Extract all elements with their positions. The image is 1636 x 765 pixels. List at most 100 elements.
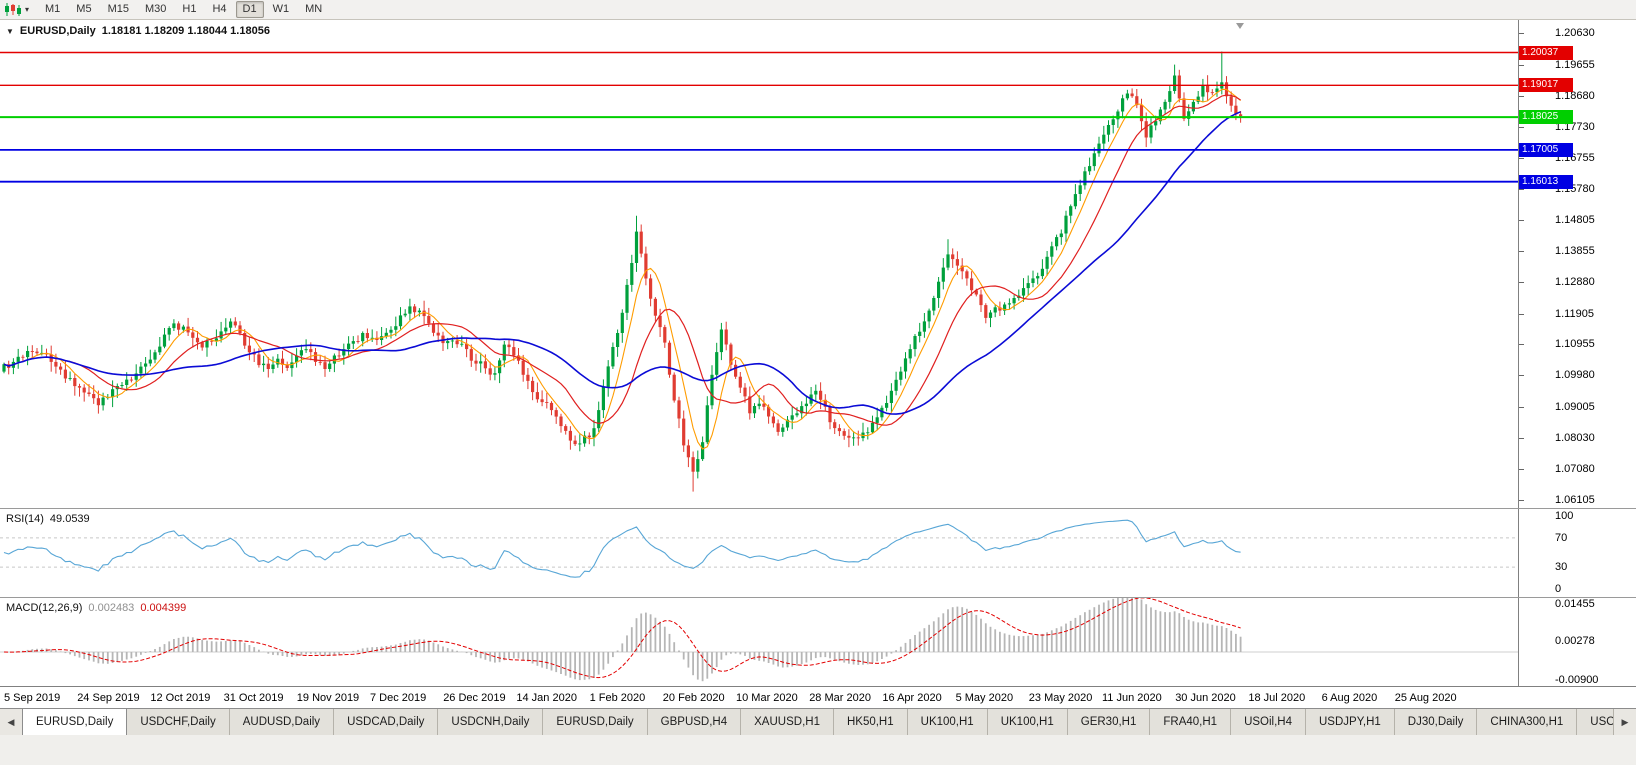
price-axis-tick: [1519, 314, 1524, 315]
price-axis-tick: [1519, 500, 1524, 501]
ma-mid-line: [3, 94, 1241, 426]
symbol-tab-uk100-h1[interactable]: UK100,H1: [987, 709, 1068, 735]
price-axis-label: 1.11905: [1555, 308, 1594, 320]
macd-signal-line: [3, 597, 1241, 679]
symbol-tab-usdcnh-daily[interactable]: USDCNH,Daily: [438, 709, 544, 735]
date-axis[interactable]: 5 Sep 2019 24 Sep 2019 12 Oct 2019 31 Oct 2…: [0, 686, 1636, 708]
date-label: 11 Jun 2020: [1102, 692, 1162, 704]
price-axis-tick: [1519, 33, 1524, 34]
price-tag: 1.19017: [1519, 78, 1573, 92]
symbol-tab-fra40-h1[interactable]: FRA40,H1: [1150, 709, 1232, 735]
date-label: 25 Aug 2020: [1394, 692, 1457, 704]
date-label: 24 Sep 2019: [77, 692, 140, 704]
symbol-tab-hk50-h1[interactable]: HK50,H1: [833, 709, 908, 735]
price-axis-tick: [1519, 220, 1524, 221]
price-axis-tick: [1519, 375, 1524, 376]
price-tag: 1.20037: [1519, 46, 1573, 60]
timeframe-button-m15[interactable]: M15: [107, 3, 129, 15]
macd-histogram: [7, 597, 1242, 682]
timeframe-button-m30[interactable]: M30: [144, 3, 167, 15]
price-axis-label: 1.10955: [1555, 338, 1595, 350]
symbol-tab-usoil-h4[interactable]: USOil,H4: [1231, 709, 1306, 735]
chart-shift-marker[interactable]: [1236, 23, 1244, 29]
date-label: 10 Mar 2020: [736, 692, 798, 704]
rsi-axis-label: 70: [1555, 532, 1568, 544]
chart-type-dropdown-icon[interactable]: ▾: [25, 5, 30, 14]
price-tag: 1.16013: [1519, 175, 1573, 189]
timeframe-button-m5[interactable]: M5: [76, 3, 92, 15]
date-label: 14 Jan 2020: [516, 692, 577, 704]
price-axis[interactable]: 1.20630 1.19655 1.18680 1.17730 1.16755 1.157…: [1518, 20, 1636, 686]
price-axis-tick: [1519, 127, 1524, 128]
date-label: 1 Feb 2020: [589, 692, 646, 704]
price-axis-label: 1.19655: [1555, 59, 1595, 71]
date-label: 26 Dec 2019: [443, 692, 506, 704]
symbol-tab-usdjpy-h1[interactable]: USDJPY,H1: [1306, 709, 1395, 735]
chart-tab-bar: ◀ EURUSD,Daily USDCHF,Daily AUDUSD,Daily US…: [0, 708, 1636, 735]
pane-separator-macd[interactable]: [0, 597, 1636, 598]
timeframe-button-d1[interactable]: D1: [235, 1, 264, 18]
price-tag: 1.17005: [1519, 143, 1573, 157]
timeframe-button-h4[interactable]: H4: [212, 3, 227, 15]
pane-separator-rsi[interactable]: [0, 508, 1636, 509]
symbol-tab-gbpusd-h4[interactable]: GBPUSD,H4: [647, 709, 742, 735]
price-tag: 1.18025: [1519, 110, 1573, 124]
candlestick-chart-icon[interactable]: [4, 3, 22, 16]
ma-slow-line: [3, 111, 1241, 415]
chart-symbol-label: EURUSD,Daily: [19, 25, 96, 37]
collapse-icon[interactable]: ▼: [6, 26, 14, 36]
chart-title: ▼ EURUSD,Daily 1.18181 1.18209 1.18044 1…: [6, 25, 270, 37]
timeframe-button-mn[interactable]: MN: [305, 3, 323, 15]
price-axis-tick: [1519, 65, 1524, 66]
price-axis-label: 1.08030: [1555, 432, 1595, 444]
price-axis-tick: [1519, 282, 1524, 283]
rsi-name: RSI(14): [6, 513, 44, 525]
symbol-tab-uk100-h1[interactable]: UK100,H1: [907, 709, 988, 735]
symbol-tab-usdcad-daily[interactable]: USDCAD,Daily: [334, 709, 439, 735]
rsi-axis-label: 0: [1555, 583, 1562, 595]
timeframe-button-w1[interactable]: W1: [272, 3, 290, 15]
symbol-tab-audusd-daily[interactable]: AUDUSD,Daily: [229, 709, 335, 735]
rsi-label: RSI(14) 49.0539: [6, 513, 90, 525]
rsi-axis-label: 30: [1555, 561, 1568, 573]
price-axis-label: 1.14805: [1555, 214, 1595, 226]
rsi-value: 49.0539: [49, 513, 90, 525]
macd-axis-label: 0.00278: [1555, 635, 1595, 647]
chart-area: ▼ EURUSD,Daily 1.18181 1.18209 1.18044 1…: [0, 20, 1636, 686]
price-axis-label: 1.17730: [1555, 121, 1595, 133]
macd-name: MACD(12,26,9): [6, 602, 83, 614]
price-axis-tick: [1519, 251, 1524, 252]
price-chart-canvas[interactable]: [0, 20, 1518, 686]
symbol-tab-china300-h1[interactable]: CHINA300,H1: [1477, 709, 1578, 735]
symbol-tab-usdchf-daily[interactable]: USDCHF,Daily: [127, 709, 230, 735]
price-axis-tick: [1519, 344, 1524, 345]
tab-scroll-right-icon[interactable]: ▶: [1613, 709, 1636, 735]
timeframe-button-m1[interactable]: M1: [45, 3, 61, 15]
tabs-strip: EURUSD,Daily USDCHF,Daily AUDUSD,Daily USDC…: [22, 709, 1636, 735]
timeframe-buttons: M1 M5 M15 M30 H1 H4 D1 W1 MN: [37, 1, 330, 18]
date-label: 20 Feb 2020: [662, 692, 725, 704]
price-axis-label: 1.09980: [1555, 369, 1595, 381]
symbol-tab-ger30-h1[interactable]: GER30,H1: [1067, 709, 1151, 735]
symbol-tab-xauusd-h1[interactable]: XAUUSD,H1: [741, 709, 834, 735]
date-label: 5 May 2020: [955, 692, 1014, 704]
price-axis-label: 1.12880: [1555, 276, 1595, 288]
tab-scroll-left-icon[interactable]: ◀: [0, 709, 22, 735]
price-axis-tick: [1519, 469, 1524, 470]
price-axis-label: 1.18680: [1555, 90, 1595, 102]
symbol-tab-eurusd-daily[interactable]: EURUSD,Daily: [543, 709, 648, 735]
symbol-tab-eurusd-daily[interactable]: EURUSD,Daily: [22, 709, 128, 735]
date-label: 18 Jul 2020: [1248, 692, 1306, 704]
price-axis-tick: [1519, 96, 1524, 97]
macd-axis-label: 0.01455: [1555, 598, 1595, 610]
timeframe-button-h1[interactable]: H1: [182, 3, 197, 15]
timeframe-toolbar: ▾ M1 M5 M15 M30 H1 H4 D1 W1 MN: [0, 0, 1636, 20]
date-label: 5 Sep 2019: [4, 692, 61, 704]
price-axis-label: 1.07080: [1555, 463, 1595, 475]
price-axis-tick: [1519, 407, 1524, 408]
price-axis-label: 1.20630: [1555, 27, 1595, 39]
candlestick-series: [2, 51, 1243, 492]
symbol-tab-dj30-daily[interactable]: DJ30,Daily: [1394, 709, 1478, 735]
macd-label: MACD(12,26,9) 0.002483 0.004399: [6, 602, 186, 614]
date-label: 30 Jun 2020: [1175, 692, 1236, 704]
